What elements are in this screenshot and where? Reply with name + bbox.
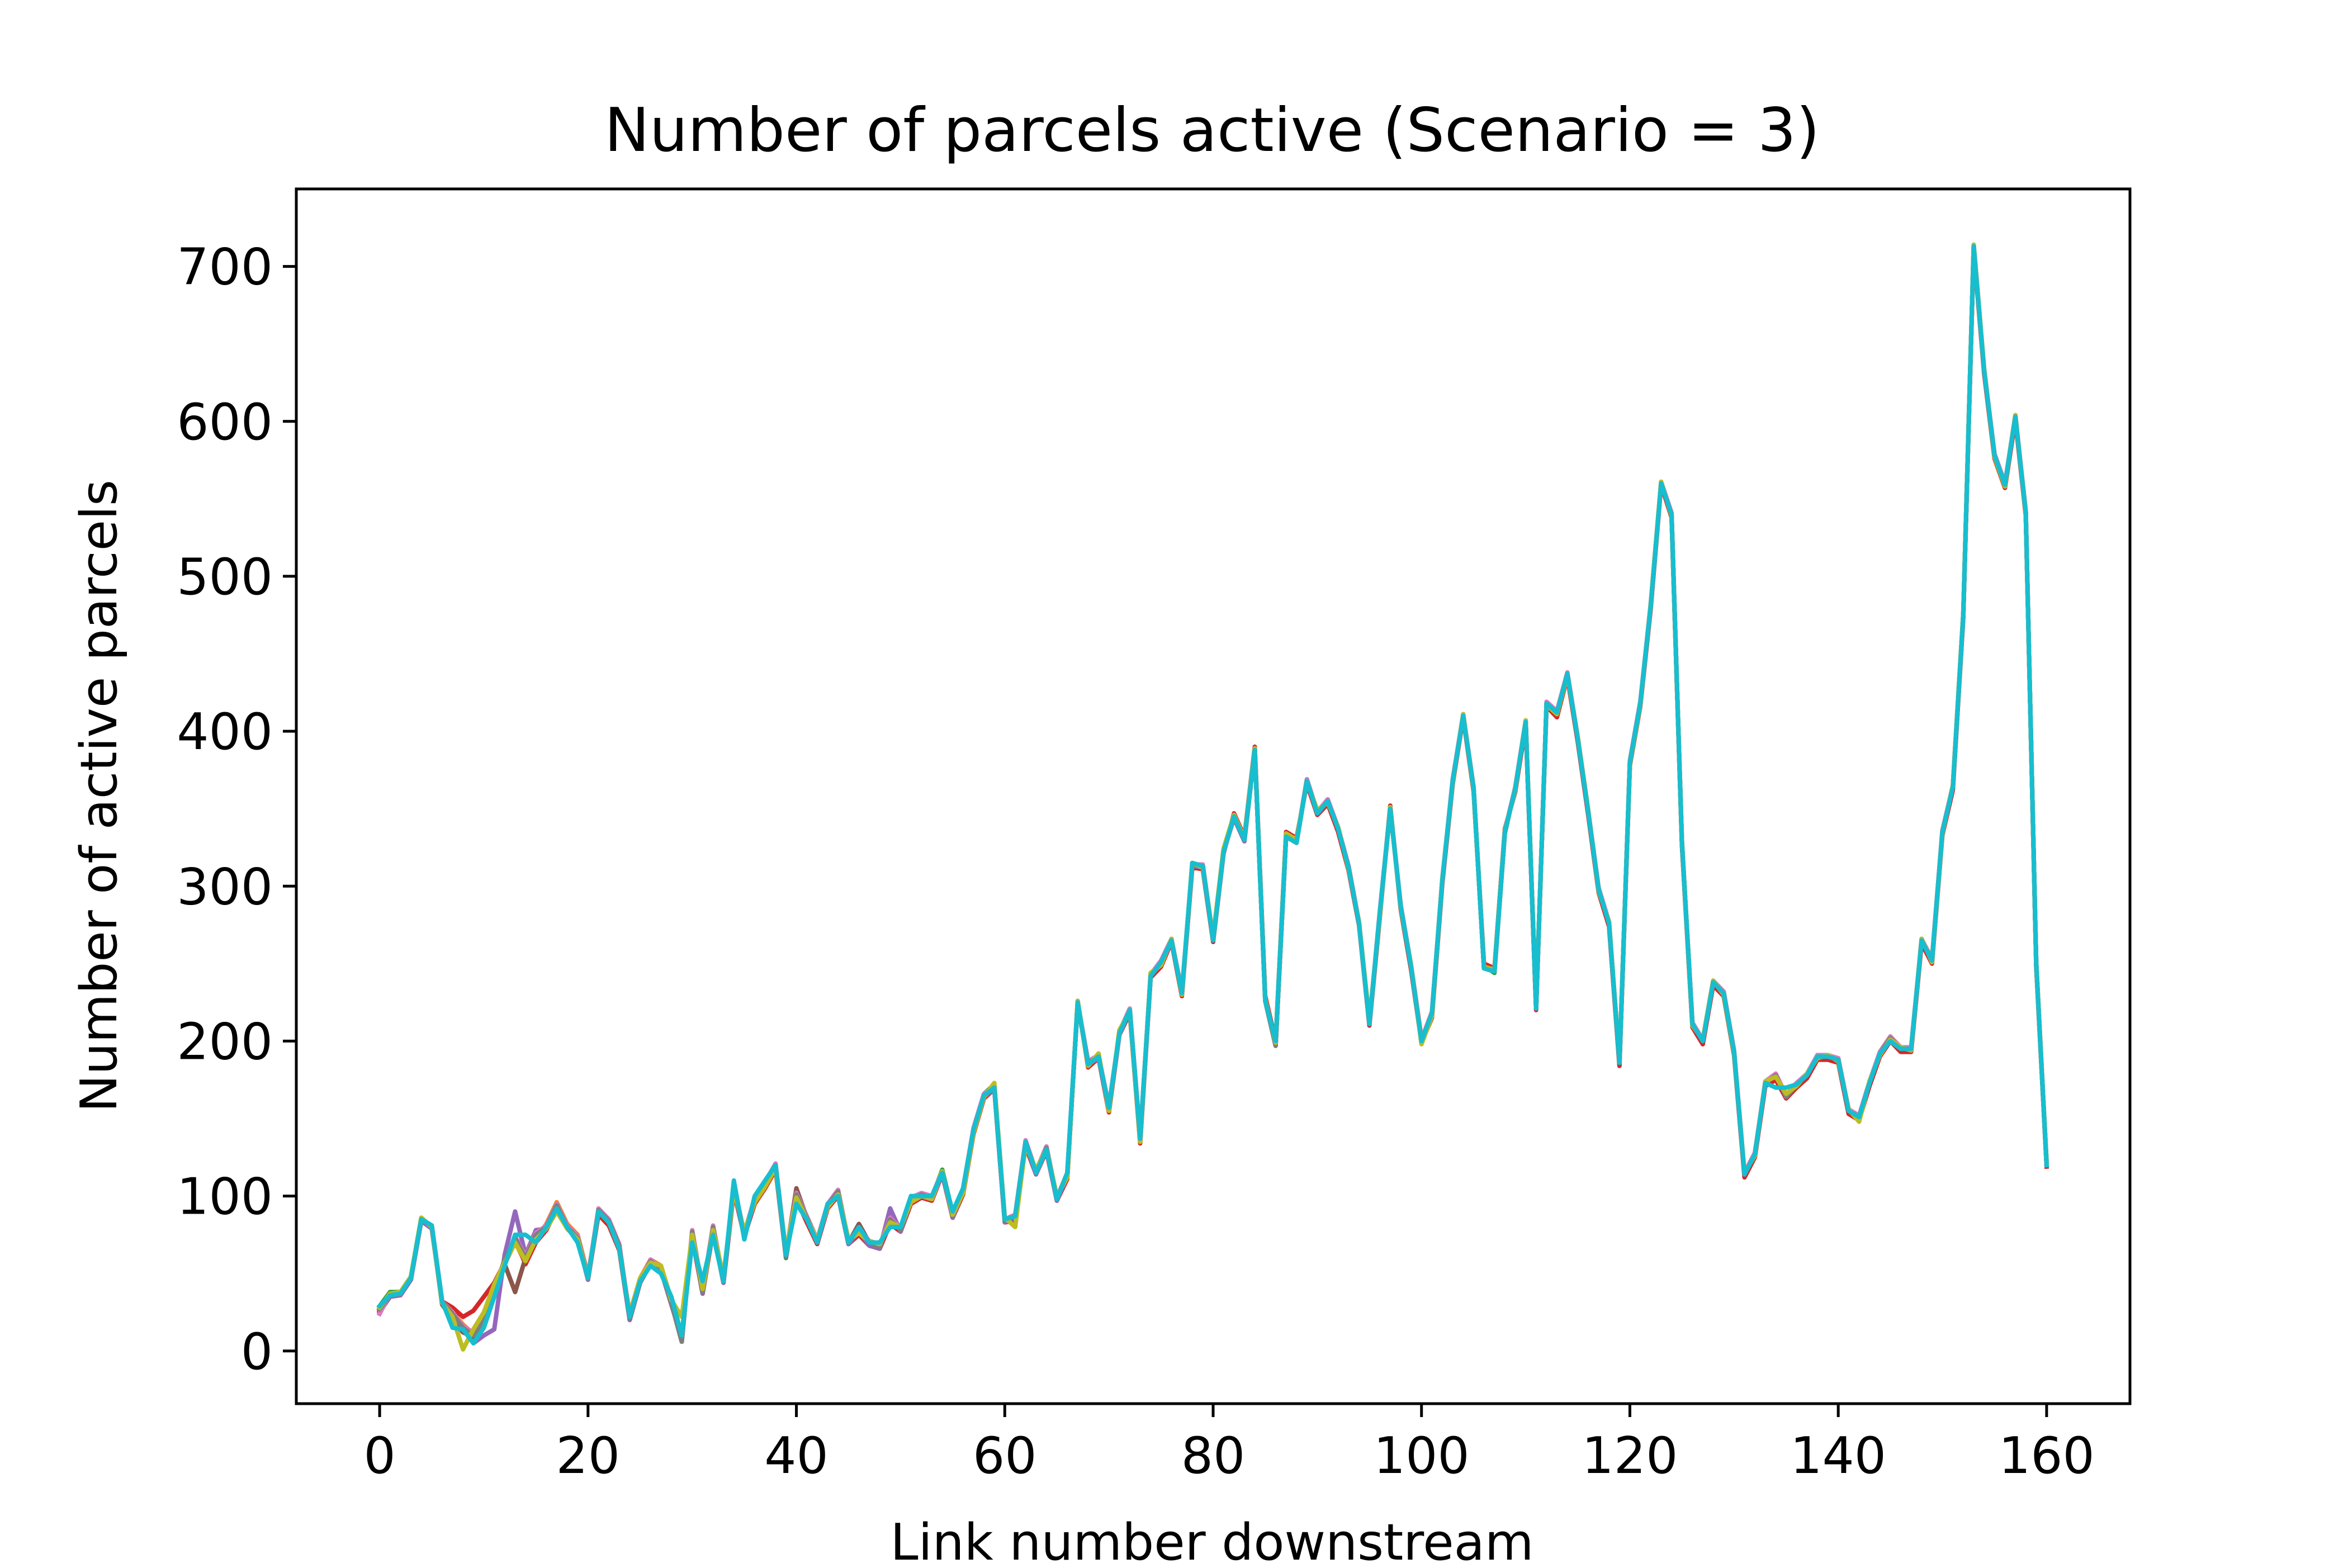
x-tick-label: 140 [1790,1427,1886,1485]
x-axis-ticks: 0 20 40 60 80 100 120 140 160 [363,1404,2095,1485]
y-axis-ticks: 0 100 200 300 400 500 600 700 [177,238,296,1381]
x-tick-label: 60 [973,1427,1037,1485]
y-tick-label: 600 [177,393,273,452]
x-tick-label: 0 [363,1427,395,1485]
x-tick-label: 160 [1999,1427,2095,1485]
y-tick-label: 700 [177,238,273,297]
y-tick-label: 500 [177,548,273,607]
series-layer [376,242,2049,1352]
x-tick-label: 40 [764,1427,829,1485]
y-tick-label: 300 [177,858,273,916]
x-axis-label: Link number downstream [890,1513,1533,1565]
x-tick-label: 120 [1582,1427,1678,1485]
x-tick-label: 80 [1181,1427,1246,1485]
chart-title: Number of parcels active (Scenario = 3) [604,96,1820,165]
y-tick-label: 0 [241,1323,273,1381]
x-tick-label: 100 [1374,1427,1470,1485]
y-tick-label: 200 [177,1012,273,1071]
x-tick-label: 20 [556,1427,621,1485]
y-tick-label: 400 [177,703,273,761]
series-line-10 [376,244,2049,1346]
y-tick-label: 100 [177,1168,273,1226]
y-axis-label: Number of active parcels [70,480,129,1112]
